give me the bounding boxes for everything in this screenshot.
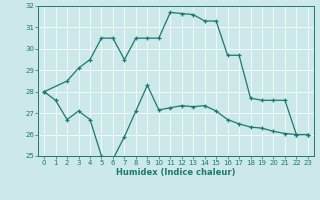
X-axis label: Humidex (Indice chaleur): Humidex (Indice chaleur) (116, 168, 236, 177)
